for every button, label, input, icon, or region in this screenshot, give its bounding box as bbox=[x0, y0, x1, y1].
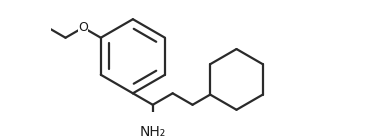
Text: NH₂: NH₂ bbox=[140, 125, 166, 139]
Text: O: O bbox=[78, 21, 88, 34]
